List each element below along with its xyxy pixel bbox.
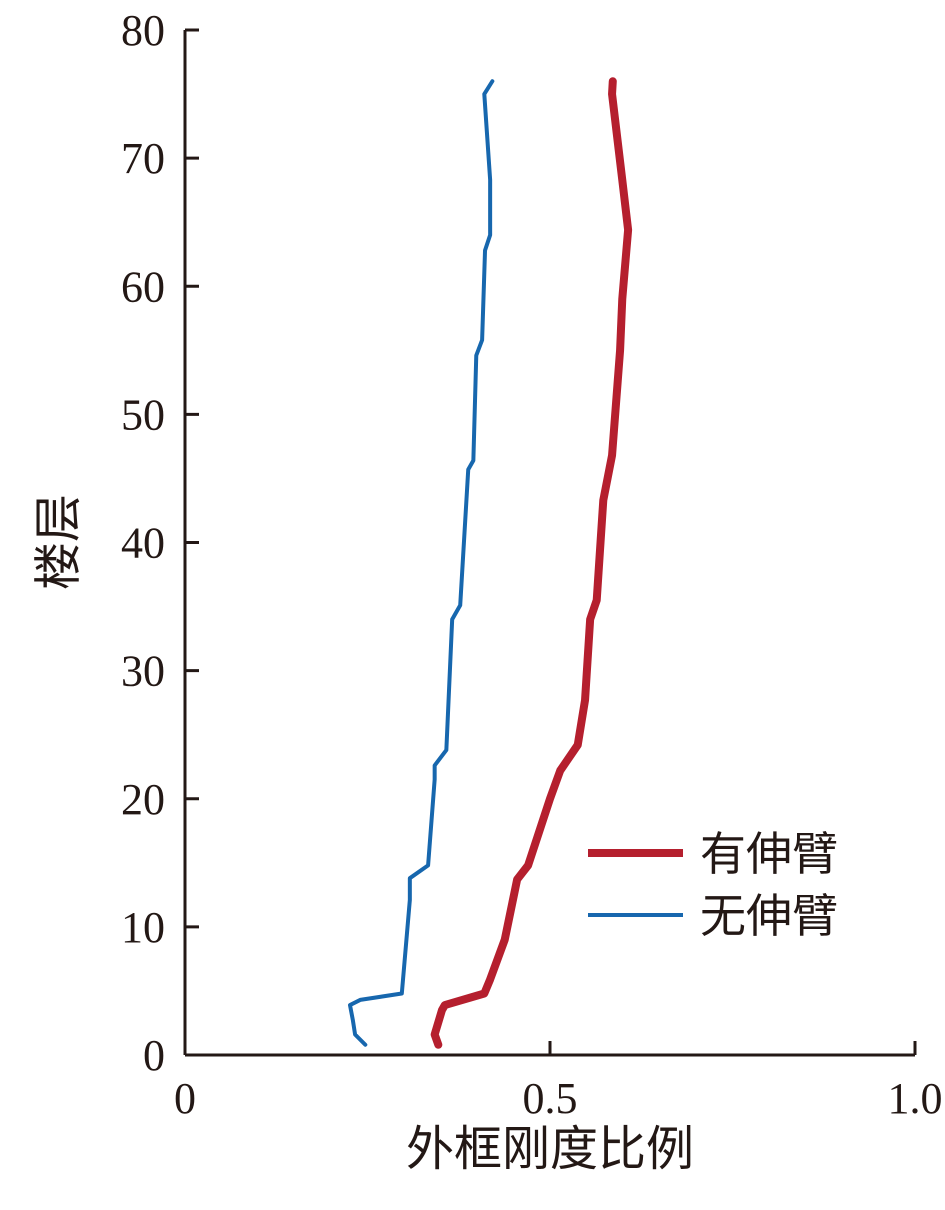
legend-label: 有伸臂	[700, 827, 838, 881]
legend-label: 无伸臂	[700, 889, 838, 943]
x-tick-label: 1.0	[888, 1074, 943, 1123]
y-tick-label: 10	[121, 903, 165, 952]
y-tick-label: 50	[121, 390, 165, 439]
x-tick-label: 0	[174, 1074, 196, 1123]
y-axis-label: 楼层	[31, 494, 87, 590]
y-tick-label: 20	[121, 775, 165, 824]
series-line	[430, 77, 633, 1049]
y-tick-label: 40	[121, 519, 165, 568]
y-tick-label: 0	[143, 1031, 165, 1080]
y-tick-label: 80	[121, 6, 165, 55]
series-line	[347, 79, 495, 1047]
y-tick-label: 70	[121, 134, 165, 183]
x-axis-label: 外框刚度比例	[406, 1121, 694, 1177]
y-tick-label: 30	[121, 647, 165, 696]
y-tick-label: 60	[121, 262, 165, 311]
x-tick-label: 0.5	[523, 1074, 578, 1123]
